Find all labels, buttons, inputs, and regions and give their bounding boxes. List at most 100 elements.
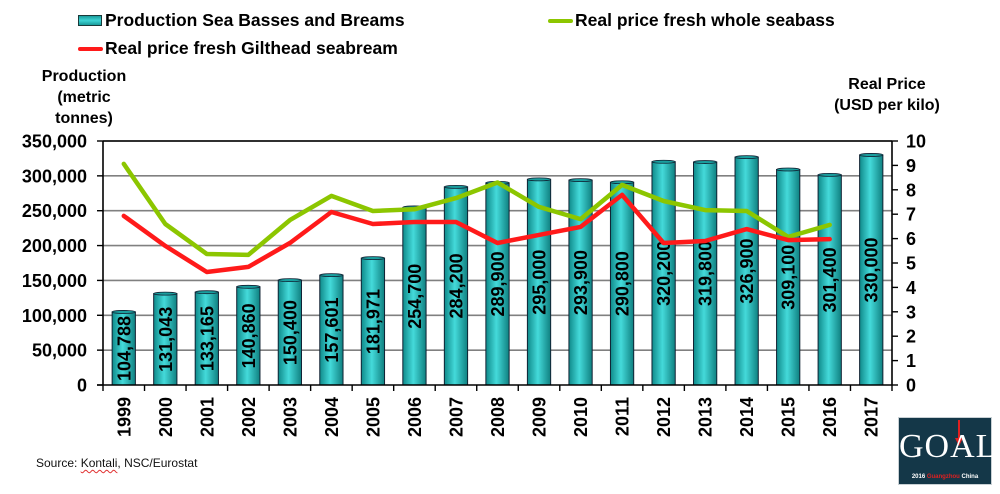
x-tick-label: 2011 — [613, 397, 633, 436]
axes: 0 50,000 100,000 150,000 200,000 250,000 300,0… — [22, 132, 926, 438]
bar-top-2017 — [859, 153, 884, 157]
bar-data-label: 326,900 — [737, 239, 757, 304]
legend-label-production: Production Sea Basses and Breams — [105, 10, 405, 30]
logo-subtitle: 2016 Guangzhou China — [899, 474, 991, 480]
bar-data-label: 133,165 — [197, 306, 217, 371]
bar-data-label: 157,601 — [322, 298, 342, 363]
left-tick-label: 300,000 — [22, 166, 87, 186]
left-tick-label: 0 — [77, 376, 87, 396]
right-tick-label: 8 — [906, 180, 916, 200]
legend-item-production: Production Sea Basses and Breams — [78, 10, 405, 31]
legend-label-seabass: Real price fresh whole seabass — [575, 10, 835, 30]
bar-data-label: 320,200 — [654, 241, 674, 306]
bar-data-label: 104,788 — [114, 316, 134, 381]
x-tick-label: 2015 — [779, 397, 799, 437]
bar-series-production: 104,788 131,043 133,165 140,860 150,400 157,6… — [111, 153, 884, 386]
bar-top-2013 — [693, 160, 718, 164]
line-seabass — [121, 161, 832, 258]
goal-logo: GOAL 2016 Guangzhou China — [898, 417, 998, 485]
left-tick-label: 200,000 — [22, 236, 87, 256]
bar-data-label: 293,900 — [571, 250, 591, 315]
right-tick-label: 10 — [906, 132, 926, 152]
bar-data-label: 131,043 — [156, 307, 176, 372]
x-tick-label: 2017 — [862, 397, 882, 437]
x-tick-label: 2007 — [446, 397, 466, 437]
left-axis-title-line2: (metric tonnes) — [55, 89, 113, 127]
bar-top-2007 — [443, 184, 469, 189]
source-kontali: Kontali — [80, 456, 118, 470]
right-axis-title-line1: Real Price — [848, 76, 926, 93]
x-tick-label: 2013 — [696, 397, 716, 437]
bar-data-label: 181,971 — [363, 289, 383, 354]
right-tick-label: 1 — [906, 351, 916, 371]
bar-top-2005 — [360, 256, 385, 261]
bar-top-2010 — [568, 178, 593, 183]
bar-top-2012 — [651, 159, 676, 164]
source-note: Source: Kontali, NSC/Eurostat — [36, 456, 197, 470]
right-axis-title: Real Price (USD per kilo) — [822, 74, 952, 116]
x-tick-label: 2005 — [363, 397, 383, 437]
right-tick-label: 7 — [906, 205, 916, 225]
bar-data-label: 140,860 — [239, 303, 259, 368]
bar-top-2014 — [734, 155, 759, 160]
right-axis-title-line2: (USD per kilo) — [834, 97, 940, 114]
right-tick-label: 0 — [906, 376, 916, 396]
bar-data-label: 150,400 — [280, 300, 300, 365]
bar-top-2009 — [526, 177, 552, 182]
logo-country: China — [961, 474, 979, 480]
x-tick-label: 2004 — [322, 397, 342, 437]
logo-arrow-icon — [958, 420, 960, 442]
x-tick-label: 1999 — [114, 397, 134, 437]
legend-swatch-production — [78, 15, 102, 26]
x-tick-label: 2012 — [654, 397, 674, 437]
legend-item-seabream: Real price fresh Gilthead seabream — [78, 38, 398, 59]
bar-data-label: 289,900 — [488, 251, 508, 316]
right-tick-label: 6 — [906, 229, 916, 249]
right-tick-label: 2 — [906, 327, 916, 347]
right-tick-label: 9 — [906, 156, 916, 176]
bar-data-label: 330,000 — [862, 237, 882, 302]
logo-city: Guangzhou — [926, 474, 960, 480]
right-tick-label: 4 — [906, 278, 916, 298]
bar-data-label: 319,800 — [696, 241, 716, 306]
left-axis-title: Production (metric tonnes) — [28, 66, 140, 129]
line-series — [121, 161, 832, 275]
logo-word: GOAL — [899, 428, 998, 465]
x-tick-label: 2010 — [571, 397, 591, 437]
bar-top-2015 — [776, 167, 801, 172]
bar-data-label: 254,700 — [405, 264, 425, 329]
left-tick-label: 100,000 — [22, 306, 87, 326]
bar-data-label: 301,400 — [820, 247, 840, 312]
x-tick-label: 2001 — [197, 397, 217, 437]
bar-top-2002 — [236, 284, 261, 289]
x-tick-label: 2003 — [280, 397, 300, 437]
left-tick-label: 250,000 — [22, 201, 87, 221]
source-prefix: Source: — [36, 456, 81, 470]
legend-swatch-seabream — [78, 46, 103, 51]
right-tick-label: 5 — [906, 254, 916, 274]
logo-year: 2016 — [911, 474, 926, 480]
legend-label-seabream: Real price fresh Gilthead seabream — [105, 38, 398, 58]
x-tick-label: 2009 — [530, 397, 550, 437]
bar-top-2003 — [277, 278, 302, 283]
legend-swatch-seabass — [548, 18, 573, 23]
right-tick-label: 3 — [906, 302, 916, 322]
legend-item-seabass: Real price fresh whole seabass — [548, 10, 835, 31]
bar-top-2004 — [319, 273, 344, 278]
left-tick-label: 50,000 — [32, 341, 87, 361]
x-tick-label: 2006 — [405, 397, 425, 437]
x-tick-label: 2016 — [820, 397, 840, 437]
logo-arrowhead-icon — [955, 438, 963, 446]
bar-top-2016 — [817, 172, 842, 177]
source-suffix: , NSC/Eurostat — [117, 456, 198, 470]
bar-top-2000 — [153, 291, 178, 296]
bar-data-label: 295,000 — [530, 250, 550, 315]
x-tick-label: 2008 — [488, 397, 508, 437]
x-tick-label: 2000 — [156, 397, 176, 437]
bar-data-label: 309,100 — [779, 245, 799, 310]
x-tick-label: 2002 — [239, 397, 259, 437]
line-seabream — [121, 192, 832, 275]
x-tick-label: 2014 — [737, 397, 757, 437]
bar-data-label: 284,200 — [446, 253, 466, 318]
